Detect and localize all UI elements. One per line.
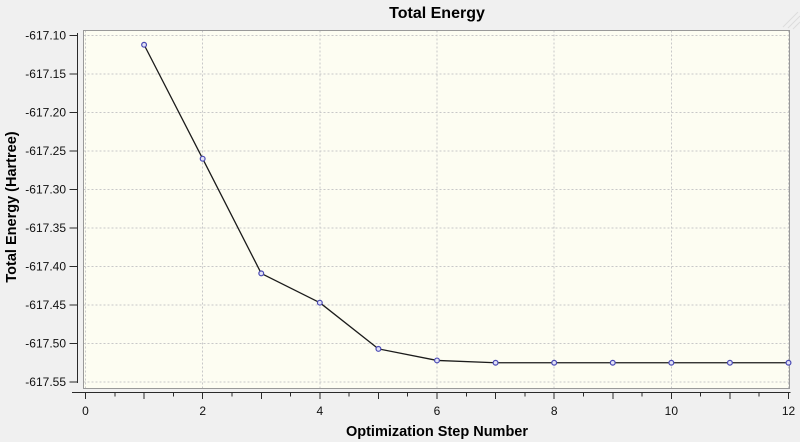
data-point-marker [434,357,441,364]
data-point-marker [668,359,675,366]
chart-title: Total Energy [389,5,485,22]
data-point-marker [375,345,382,352]
y-tick-label: -617.30 [25,183,66,197]
x-tick-label: 2 [199,404,206,418]
x-tick-label: 4 [316,404,323,418]
energy-series [141,41,792,366]
y-tick-label: -617.50 [25,337,66,351]
y-tick-label: -617.45 [25,298,66,312]
axes: -617.10 -617.15 -617.20 -617.25 -617.30 -617.… [25,29,795,419]
data-point-marker [199,155,206,162]
y-tick-label: -617.15 [25,67,66,81]
plot-border-rect [83,30,790,389]
x-tick-label: 0 [82,404,89,418]
x-tick-label: 10 [665,404,679,418]
data-point-marker [141,41,148,48]
y-tick-label: -617.25 [25,144,66,158]
corner-resize-grip [782,11,800,30]
x-tick-label: 8 [551,404,558,418]
plot-area [83,30,790,389]
y-tick-label: -617.10 [25,29,66,43]
data-point-marker [726,359,733,366]
y-tick-label: -617.35 [25,221,66,235]
x-tick-label: 6 [434,404,441,418]
y-axis-title: Total Energy (Hartree) [4,131,20,282]
data-point-marker [258,270,265,277]
gridlines [83,30,790,389]
data-point-marker [785,359,792,366]
data-point-marker [609,359,616,366]
x-axis-title: Optimization Step Number [346,424,528,440]
data-point-marker [551,359,558,366]
y-tick-label: -617.40 [25,260,66,274]
plot-background [83,30,790,389]
x-tick-label: 12 [782,404,796,418]
data-point-marker [316,299,323,306]
y-tick-label: -617.55 [25,375,66,389]
plot-border [83,30,790,389]
y-tick-label: -617.20 [25,106,66,120]
data-point-marker [492,359,499,366]
energy-series-line [143,44,789,364]
